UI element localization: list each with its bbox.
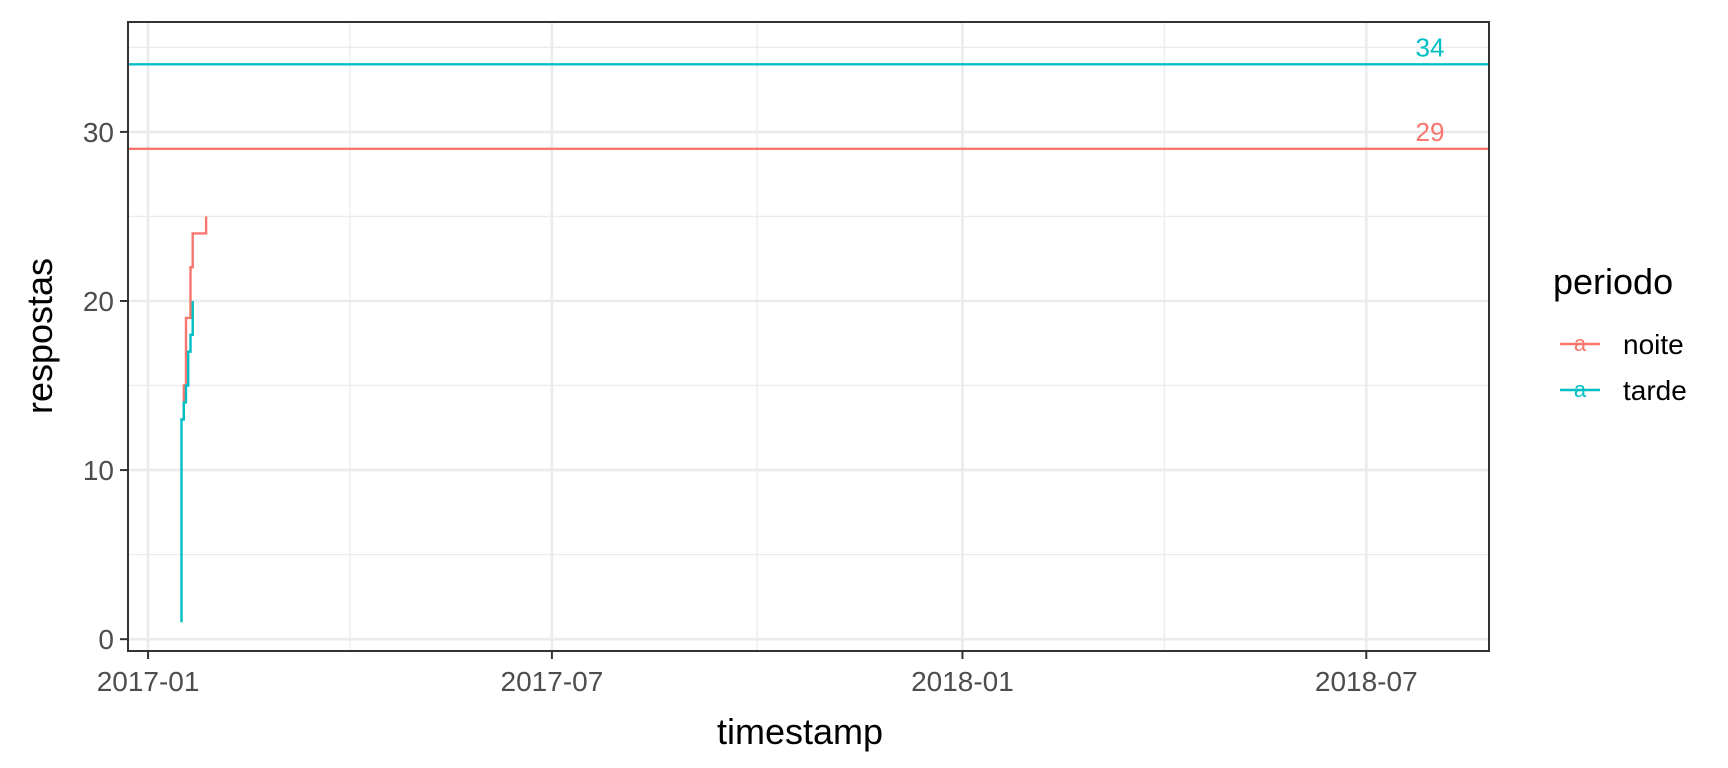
legend-title: periodo <box>1553 261 1673 302</box>
panel-border <box>127 21 1490 652</box>
legend-key-tarde: a <box>1560 377 1600 402</box>
series-line-noite <box>181 216 208 421</box>
reference-lines: 34 29 <box>128 32 1489 151</box>
y-tick-label: 10 <box>83 455 114 486</box>
legend-key-glyph: a <box>1574 331 1587 356</box>
reference-label-noite: 29 <box>1416 117 1445 147</box>
reference-label-tarde: 34 <box>1416 32 1445 62</box>
x-axis-title: timestamp <box>717 711 883 752</box>
x-tick-label: 2018-07 <box>1315 666 1418 697</box>
y-tick-label: 20 <box>83 286 114 317</box>
y-tick-label: 0 <box>98 624 114 655</box>
x-tick-label: 2017-07 <box>501 666 604 697</box>
legend-label-tarde: tarde <box>1623 375 1687 406</box>
gridlines <box>128 22 1489 651</box>
tick-labels: 0 10 20 30 2017-01 2017-07 2018-01 2018-07 <box>83 117 1418 697</box>
legend-key-noite: a <box>1560 331 1600 356</box>
x-tick-label: 2018-01 <box>911 666 1014 697</box>
y-axis-title: respostas <box>19 258 60 414</box>
legend: periodo a noite a tarde <box>1553 261 1687 406</box>
plot-series <box>180 216 208 623</box>
axis-ticks <box>120 130 1368 659</box>
y-tick-label: 30 <box>83 117 114 148</box>
legend-key-glyph: a <box>1574 377 1587 402</box>
x-tick-label: 2017-01 <box>97 666 200 697</box>
series-line-tarde <box>180 301 194 623</box>
legend-label-noite: noite <box>1623 329 1684 360</box>
